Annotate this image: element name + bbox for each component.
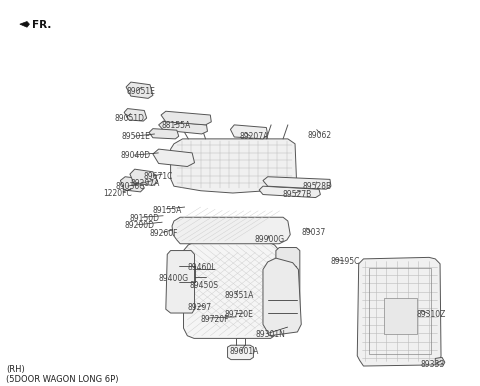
Text: (RH): (RH) [6, 365, 25, 374]
Polygon shape [357, 257, 441, 366]
Text: 89200D: 89200D [124, 222, 154, 230]
Polygon shape [130, 169, 157, 185]
Text: 89207A: 89207A [239, 132, 268, 142]
Text: 89150D: 89150D [130, 214, 160, 223]
Text: 89601A: 89601A [229, 347, 259, 356]
Text: 89501E: 89501E [121, 132, 150, 142]
Text: 89333: 89333 [421, 360, 445, 369]
Polygon shape [20, 22, 29, 27]
Polygon shape [276, 247, 300, 313]
Polygon shape [170, 139, 297, 193]
Polygon shape [166, 251, 194, 313]
Text: 89720E: 89720E [225, 310, 253, 320]
Text: 1220FC: 1220FC [104, 189, 132, 198]
Text: 89460L: 89460L [187, 263, 216, 272]
Text: 89527B: 89527B [282, 190, 312, 199]
Text: 89450S: 89450S [190, 281, 219, 290]
Circle shape [274, 276, 288, 287]
Text: 89720F: 89720F [201, 315, 229, 324]
Circle shape [282, 284, 294, 293]
Text: 89400G: 89400G [158, 274, 189, 283]
Polygon shape [153, 149, 194, 166]
Polygon shape [263, 177, 331, 189]
Polygon shape [124, 108, 147, 121]
Polygon shape [149, 129, 179, 139]
Polygon shape [259, 186, 321, 198]
Text: FR.: FR. [32, 20, 51, 30]
Circle shape [283, 269, 293, 277]
Polygon shape [435, 357, 445, 365]
Polygon shape [172, 217, 290, 244]
Polygon shape [158, 121, 207, 134]
Text: 89900G: 89900G [254, 235, 285, 244]
Text: 89671C: 89671C [144, 172, 173, 181]
Polygon shape [161, 111, 211, 125]
Text: 89260F: 89260F [149, 229, 178, 238]
Text: 89037: 89037 [301, 228, 325, 237]
Text: 89036C: 89036C [116, 183, 145, 191]
Text: 89040D: 89040D [120, 151, 150, 161]
Text: 89051E: 89051E [126, 87, 155, 96]
Text: 89297: 89297 [187, 303, 212, 312]
Text: 89301N: 89301N [256, 330, 286, 339]
Polygon shape [126, 82, 153, 98]
Polygon shape [384, 298, 417, 334]
Text: 89062: 89062 [308, 130, 332, 140]
Text: 89195C: 89195C [331, 257, 360, 266]
Text: 89155A: 89155A [153, 206, 182, 215]
Text: (5DOOR WAGON LONG 6P): (5DOOR WAGON LONG 6P) [6, 376, 119, 384]
Text: 89528B: 89528B [302, 182, 331, 191]
Text: 89051D: 89051D [115, 113, 144, 123]
Polygon shape [120, 177, 144, 192]
Polygon shape [228, 345, 253, 360]
Polygon shape [183, 242, 279, 339]
Text: 89551A: 89551A [225, 291, 254, 300]
Text: 89297A: 89297A [131, 179, 160, 188]
Text: 89310Z: 89310Z [416, 310, 445, 319]
Polygon shape [263, 258, 301, 336]
Polygon shape [230, 125, 268, 139]
Text: 88155A: 88155A [161, 121, 190, 130]
